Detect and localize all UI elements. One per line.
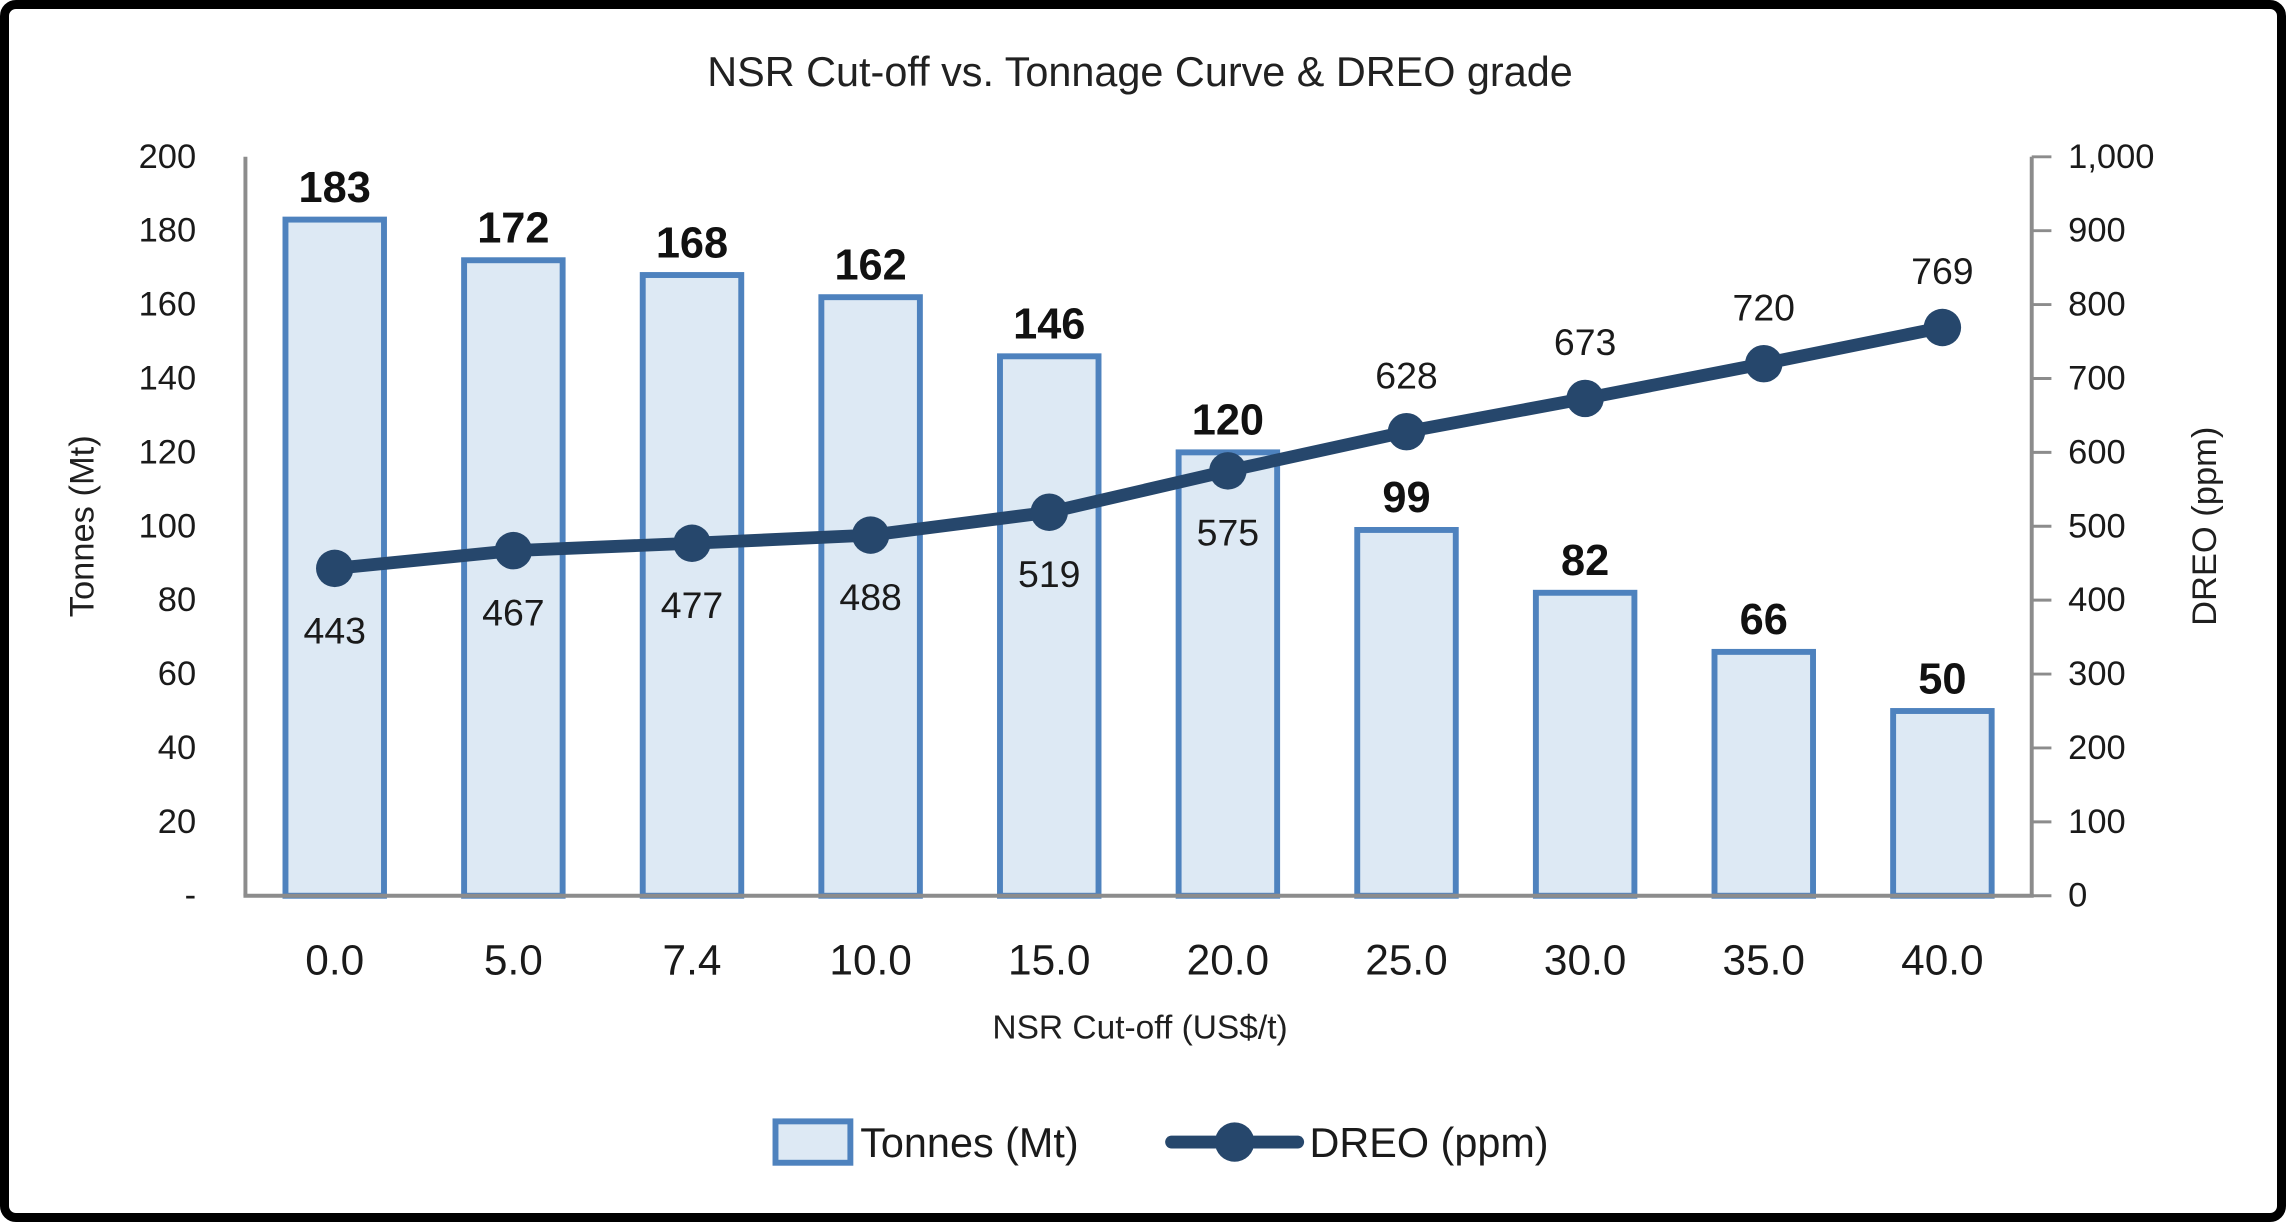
chart-title: NSR Cut-off vs. Tonnage Curve & DREO gra… (707, 49, 1572, 95)
legend-swatch-tonnes-icon (772, 1118, 854, 1166)
bar-value-label: 168 (656, 219, 728, 267)
line-value-label: 477 (661, 584, 723, 626)
line-marker (1209, 452, 1247, 490)
y-tick-label-left: 180 (139, 212, 197, 250)
bar-value-label: 183 (299, 164, 371, 212)
line-marker (1030, 493, 1068, 531)
bar-value-label: 82 (1561, 537, 1609, 585)
y-tick-label-right: 500 (2068, 507, 2126, 545)
line-value-label: 673 (1554, 321, 1616, 363)
bar (1354, 527, 1459, 899)
line-value-label: 443 (303, 609, 365, 651)
y-tick-label-right: 200 (2068, 729, 2126, 767)
y-tick-label-right: 900 (2068, 212, 2126, 250)
x-tick-label: 5.0 (484, 937, 543, 984)
y-tick-label-left: 120 (139, 433, 197, 471)
y-tick-label-right: 800 (2068, 286, 2126, 324)
y-tick-label-left: 100 (139, 507, 197, 545)
x-axis-title: NSR Cut-off (US$/t) (992, 1010, 1287, 1047)
y-tick-label-right: 600 (2068, 433, 2126, 471)
bar-value-label: 162 (834, 241, 906, 289)
dreo-line (328, 321, 1949, 575)
x-tick-label: 35.0 (1723, 937, 1805, 984)
legend-label-dreo: DREO (ppm) (1310, 1120, 1549, 1166)
right-axis-title: DREO (ppm) (2186, 427, 2224, 626)
y-tick-label-left: 200 (139, 138, 197, 176)
bar (1532, 589, 1638, 899)
x-tick-label: 20.0 (1187, 937, 1269, 984)
y-tick-label-right: 1,000 (2068, 138, 2154, 176)
line-marker (1923, 308, 1962, 347)
line-value-label: 488 (839, 576, 901, 618)
y-tick-label-left: - (185, 877, 196, 915)
y-tick-label-left: 140 (139, 359, 197, 397)
line-marker (1745, 344, 1783, 383)
line-value-label: 467 (482, 592, 544, 634)
bar-value-label: 99 (1382, 474, 1430, 522)
bar-value-label: 50 (1918, 655, 1966, 703)
line-marker (851, 516, 890, 554)
x-tick-label: 7.4 (663, 937, 722, 984)
line-marker (316, 549, 354, 588)
bar (997, 353, 1102, 899)
left-axis-title: Tonnes (Mt) (64, 435, 102, 617)
y-tick-label-left: 40 (158, 729, 196, 767)
bar-value-label: 66 (1740, 596, 1788, 644)
line-marker (1387, 412, 1426, 451)
x-tick-label: 0.0 (305, 937, 364, 984)
combo-chart: NSR Cut-off vs. Tonnage Curve & DREO gra… (64, 49, 2224, 1166)
x-tick-label: 30.0 (1544, 937, 1626, 984)
y-tick-label-left: 80 (158, 581, 196, 619)
bar-value-label: 172 (477, 205, 549, 253)
line-value-label: 575 (1197, 512, 1259, 554)
bar-value-label: 146 (1013, 301, 1085, 349)
x-tick-label: 25.0 (1365, 937, 1447, 984)
line-marker (673, 524, 711, 562)
x-tick-label: 15.0 (1008, 937, 1090, 984)
y-tick-label-right: 100 (2068, 803, 2126, 841)
y-tick-label-right: 700 (2068, 359, 2126, 397)
bar (1711, 648, 1816, 899)
line-value-label: 519 (1018, 553, 1080, 595)
x-tick-label: 10.0 (829, 937, 911, 984)
y-tick-label-right: 400 (2068, 581, 2126, 619)
y-tick-label-right: 0 (2068, 877, 2087, 915)
y-tick-label-right: 300 (2068, 655, 2126, 693)
line-value-label: 720 (1733, 286, 1795, 328)
legend: Tonnes (Mt) DREO (ppm) (772, 1118, 1549, 1166)
bar (461, 257, 566, 899)
line-value-label: 769 (1911, 250, 1973, 292)
y-tick-label-left: 60 (158, 655, 196, 693)
bar (1890, 708, 1995, 899)
legend-label-tonnes: Tonnes (Mt) (860, 1120, 1078, 1166)
x-tick-label: 40.0 (1901, 937, 1983, 984)
line-marker (494, 531, 533, 570)
line-marker (1566, 379, 1604, 418)
legend-marker-dreo-icon (1214, 1122, 1255, 1162)
y-tick-label-left: 160 (139, 286, 197, 324)
y-tick-label-left: 20 (158, 803, 196, 841)
bar-value-label: 120 (1192, 397, 1264, 445)
bar (1175, 449, 1281, 899)
line-value-label: 628 (1375, 354, 1437, 396)
